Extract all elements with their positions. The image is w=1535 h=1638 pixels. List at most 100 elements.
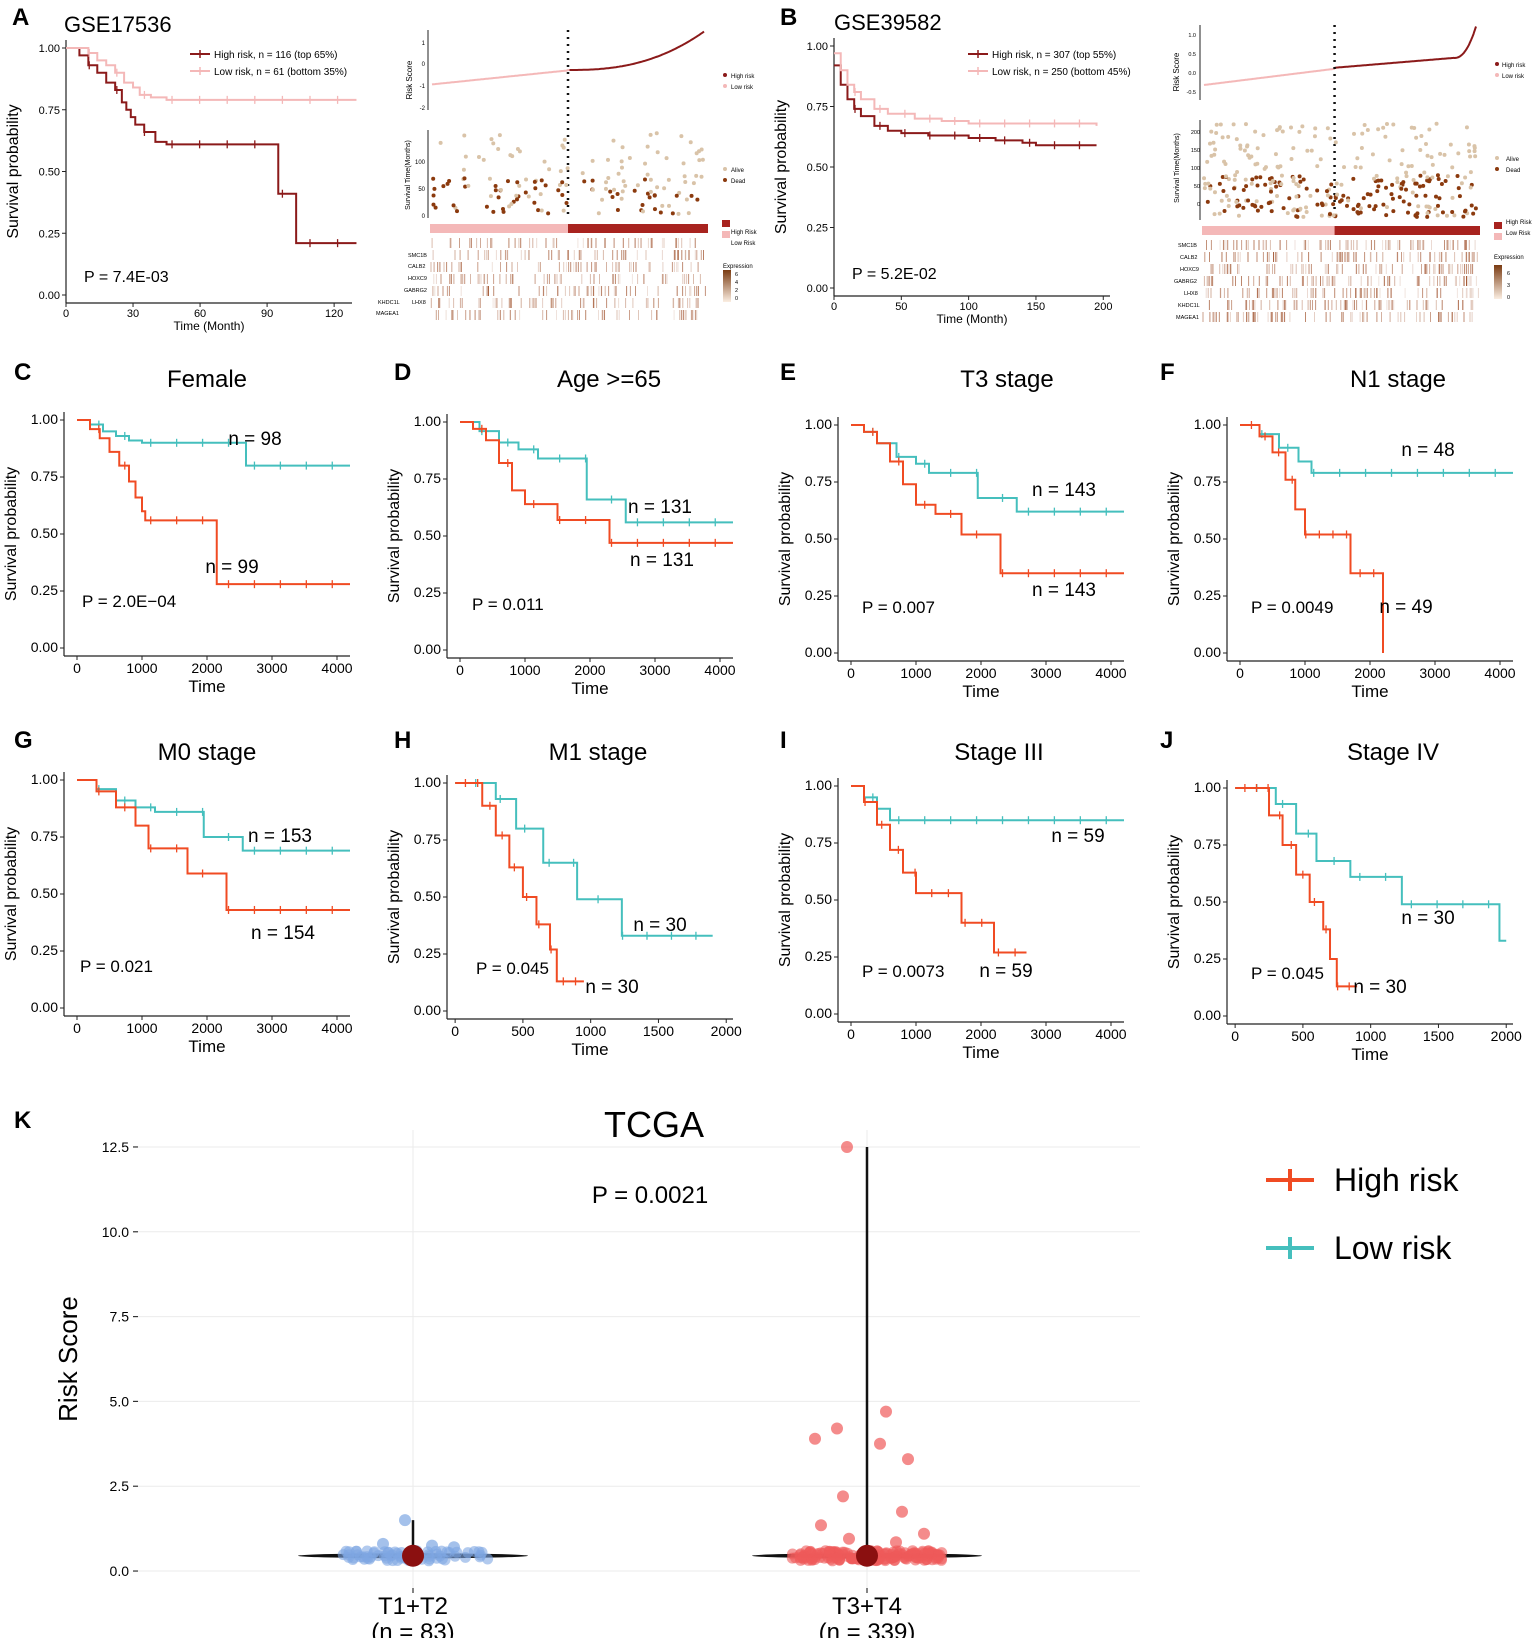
heatmap-cell xyxy=(469,310,471,320)
heatmap-cell xyxy=(1339,252,1341,262)
panel-title: Female xyxy=(167,366,247,393)
survival-time-dot xyxy=(505,179,510,184)
heatmap-cell xyxy=(478,310,480,320)
heatmap-cell xyxy=(1417,276,1419,286)
heatmap-cell xyxy=(483,274,485,284)
heatmap-cell xyxy=(1268,264,1270,274)
heatmap-cell xyxy=(1342,288,1344,298)
heatmap-cell xyxy=(460,262,462,272)
y-tick-label: 0.75 xyxy=(39,105,60,117)
survival-time-dot xyxy=(664,156,669,161)
heatmap-cell xyxy=(1465,240,1467,250)
heatmap-cell xyxy=(1233,252,1235,262)
panel-letter: I xyxy=(780,727,787,754)
heatmap-cell xyxy=(1370,252,1372,262)
heatmap-cell xyxy=(1253,276,1255,286)
x-tick-label: 4000 xyxy=(1484,665,1515,681)
survival-time-dot xyxy=(1450,195,1455,200)
survival-time-dot xyxy=(1333,140,1338,145)
heatmap-cell xyxy=(1387,276,1388,286)
heatmap-cell xyxy=(1257,312,1259,322)
heatmap-cell xyxy=(448,286,450,296)
panel-b-gene-2: CALB2 xyxy=(1180,255,1197,261)
heatmap-cell xyxy=(1471,252,1473,262)
heatmap-cell xyxy=(558,286,559,296)
jitter-point xyxy=(910,1554,921,1566)
heatmap-cell xyxy=(1468,264,1469,274)
x-tick-n-label: (n = 83) xyxy=(371,1619,454,1638)
survival-time-dot xyxy=(509,202,514,207)
survival-curve-first xyxy=(460,421,733,524)
y-tick-label: 0.75 xyxy=(31,828,58,844)
heatmap-cell xyxy=(572,310,574,320)
heatmap-cell xyxy=(1388,276,1390,286)
survival-time-dot xyxy=(447,179,452,184)
survival-time-dot xyxy=(1292,207,1297,212)
heatmap-cell xyxy=(1212,312,1214,322)
heatmap-cell xyxy=(1389,276,1391,286)
jitter-point xyxy=(449,1550,461,1562)
heatmap-cell xyxy=(1308,252,1310,262)
heatmap-cell xyxy=(682,286,684,296)
heatmap-cell xyxy=(1275,252,1277,262)
heatmap-cell xyxy=(673,298,675,308)
survival-time-dot xyxy=(681,161,686,166)
heatmap-cell xyxy=(1350,276,1352,286)
heatmap-cell xyxy=(1409,252,1411,262)
heatmap-cell xyxy=(1473,252,1474,262)
heatmap-cell xyxy=(451,310,453,320)
heatmap-cell xyxy=(630,262,632,272)
heatmap-cell xyxy=(1465,252,1467,262)
heatmap-cell xyxy=(686,274,688,284)
heatmap-cell xyxy=(1247,312,1249,322)
survival-time-dot xyxy=(1448,142,1453,147)
panel-a-pvalue: P = 7.4E-03 xyxy=(84,269,169,286)
survival-time-dot xyxy=(1355,203,1360,208)
survival-time-dot xyxy=(1289,157,1294,162)
survival-time-dot xyxy=(1241,187,1246,192)
heatmap-cell xyxy=(595,262,597,272)
y-tick-label: 0.75 xyxy=(414,470,441,486)
heatmap-cell xyxy=(596,298,598,308)
heatmap-cell xyxy=(614,274,616,284)
heatmap-cell xyxy=(1384,276,1385,286)
survival-time-dot xyxy=(640,209,645,214)
x-tick-label: 1000 xyxy=(1289,665,1320,681)
x-tick-label: 0 xyxy=(1231,1028,1239,1044)
survival-time-dot xyxy=(1407,202,1412,207)
heatmap-cell xyxy=(1275,288,1277,298)
heatmap-cell xyxy=(1411,240,1413,250)
heatmap-cell xyxy=(614,286,616,296)
group-bar-low xyxy=(1202,226,1335,235)
panel-pvalue: P = 0.0049 xyxy=(1251,598,1333,617)
heatmap-cell xyxy=(1371,240,1372,250)
heatmap-cell xyxy=(613,238,615,248)
heatmap-cell xyxy=(663,238,665,248)
survival-time-dot xyxy=(488,194,493,199)
heatmap-cell xyxy=(694,286,696,296)
heatmap-cell xyxy=(591,262,593,272)
survival-time-dot xyxy=(1244,184,1249,189)
survival-time-dot xyxy=(1323,202,1328,207)
heatmap-cell xyxy=(1346,300,1348,310)
survival-time-dot xyxy=(608,189,613,194)
heatmap-cell xyxy=(629,262,631,272)
heatmap-cell xyxy=(595,238,597,248)
y-tick-label: 0.00 xyxy=(31,639,58,655)
y-tick-label: 0.75 xyxy=(805,834,832,850)
panel-a-risk-ytick-2: 0 xyxy=(422,62,426,68)
panel-a-risk-plot: Risk Score 1 0 -1 -2 High risk Low risk … xyxy=(376,41,758,317)
survival-time-dot xyxy=(691,181,696,186)
survival-curve-first xyxy=(455,782,713,937)
jitter-point xyxy=(382,1546,394,1558)
survival-time-dot xyxy=(1243,122,1248,127)
x-tick-label: 0 xyxy=(456,662,464,678)
survival-time-dot xyxy=(1339,182,1344,187)
survival-time-dot xyxy=(1435,173,1440,178)
heatmap-cell xyxy=(435,310,437,320)
heatmap-cell xyxy=(479,310,481,320)
survival-time-dot xyxy=(1384,122,1389,127)
panel-a-risk-legend-low: Low risk xyxy=(731,85,754,91)
survival-time-dot xyxy=(1254,175,1259,180)
heatmap-cell xyxy=(1258,240,1260,250)
